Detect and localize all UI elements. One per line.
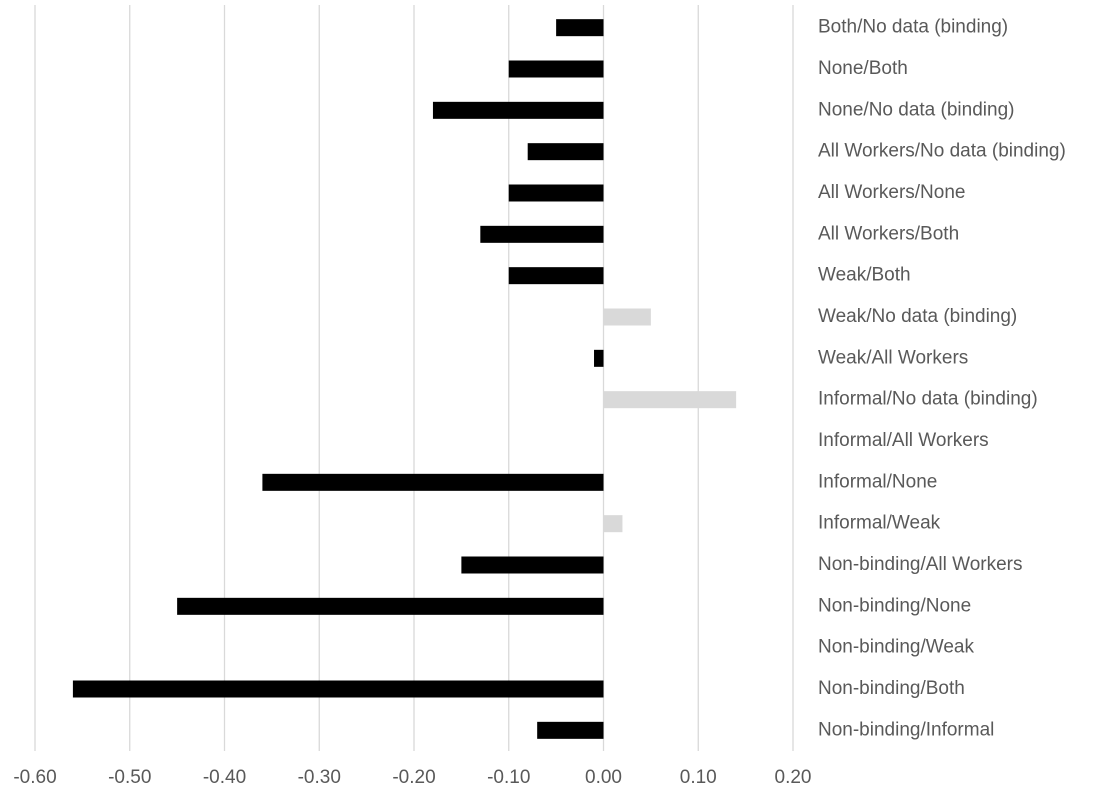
bar	[72, 680, 604, 698]
bar	[594, 349, 604, 367]
category-label: Non-binding/Informal	[818, 719, 994, 740]
bar	[480, 225, 604, 243]
category-label: None/Both	[818, 58, 908, 79]
category-label: Informal/All Workers	[818, 430, 989, 451]
x-tick-label: -0.20	[392, 767, 435, 788]
x-tick-label: 0.20	[775, 767, 812, 788]
category-label: Informal/Weak	[818, 513, 941, 534]
category-label: All Workers/No data (binding)	[818, 141, 1066, 162]
category-label: All Workers/None	[818, 182, 965, 203]
category-label: Both/No data (binding)	[818, 17, 1008, 38]
category-label: Non-binding/Both	[818, 678, 965, 699]
bar	[603, 515, 623, 533]
x-tick-label: -0.50	[108, 767, 151, 788]
bar	[461, 556, 604, 574]
category-label: Weak/No data (binding)	[818, 306, 1017, 327]
category-label: Informal/No data (binding)	[818, 389, 1038, 410]
x-tick-label: -0.30	[298, 767, 341, 788]
bar	[432, 101, 604, 119]
x-tick-label: -0.60	[13, 767, 56, 788]
category-label: Weak/All Workers	[818, 347, 968, 368]
x-tick-label: 0.00	[585, 767, 622, 788]
category-label: Non-binding/Weak	[818, 637, 974, 658]
x-tick-label: 0.10	[680, 767, 717, 788]
category-label: Weak/Both	[818, 265, 911, 286]
bar	[537, 721, 604, 739]
bar	[262, 473, 604, 491]
bar	[508, 60, 604, 78]
bar	[177, 597, 604, 615]
bar	[556, 19, 604, 37]
category-label: Non-binding/None	[818, 595, 971, 616]
x-tick-label: -0.40	[203, 767, 246, 788]
bar	[603, 391, 737, 409]
category-label: Non-binding/All Workers	[818, 554, 1023, 575]
bar	[603, 308, 651, 326]
x-tick-label: -0.10	[487, 767, 530, 788]
category-label: All Workers/Both	[818, 223, 959, 244]
bar	[508, 184, 604, 202]
category-label: None/No data (binding)	[818, 99, 1014, 120]
bar	[508, 267, 604, 285]
category-label: Informal/None	[818, 471, 937, 492]
bar	[527, 143, 604, 161]
